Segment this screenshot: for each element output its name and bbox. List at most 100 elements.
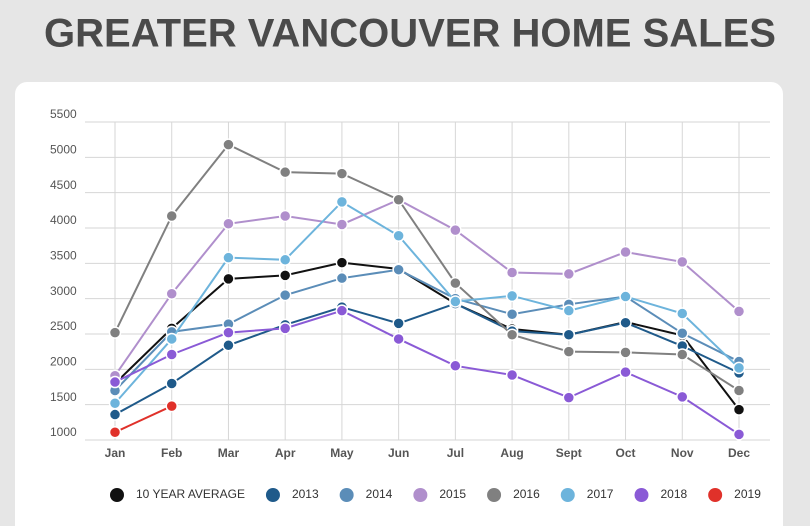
data-point bbox=[165, 348, 178, 361]
data-point bbox=[505, 266, 519, 279]
data-point bbox=[619, 316, 632, 329]
series-line bbox=[114, 261, 740, 411]
data-point bbox=[619, 290, 632, 303]
data-point bbox=[562, 267, 576, 281]
legend-label: 2017 bbox=[587, 487, 614, 501]
data-point bbox=[165, 399, 178, 413]
data-point bbox=[732, 428, 746, 441]
legend-label: 10 YEAR AVERAGE bbox=[136, 487, 245, 501]
data-point bbox=[505, 289, 519, 303]
series-line bbox=[114, 200, 740, 404]
data-point bbox=[108, 375, 122, 389]
data-point bbox=[619, 365, 632, 379]
data-point bbox=[732, 384, 746, 397]
legend-marker bbox=[708, 488, 723, 502]
data-point bbox=[165, 209, 178, 223]
y-tick-label: 4500 bbox=[50, 178, 77, 192]
series-line bbox=[114, 309, 740, 436]
legend-marker bbox=[413, 488, 428, 502]
data-point bbox=[392, 332, 405, 346]
x-tick-label: Nov bbox=[671, 446, 694, 460]
data-point bbox=[505, 307, 519, 321]
y-tick-label: 5500 bbox=[50, 107, 77, 121]
x-tick-label: Apr bbox=[275, 446, 296, 460]
y-tick-label: 5000 bbox=[50, 143, 77, 157]
data-point bbox=[392, 229, 405, 243]
data-point bbox=[335, 218, 349, 231]
data-point bbox=[222, 251, 235, 264]
legend-label: 2018 bbox=[660, 487, 687, 501]
data-point bbox=[335, 256, 349, 269]
data-point bbox=[165, 332, 178, 346]
data-point bbox=[732, 305, 746, 318]
data-point bbox=[676, 255, 689, 269]
y-tick-label: 2000 bbox=[50, 355, 77, 369]
legend-marker bbox=[339, 488, 354, 502]
y-tick-label: 3500 bbox=[50, 249, 77, 263]
x-tick-label: Jan bbox=[105, 446, 126, 460]
y-tick-label: 4000 bbox=[50, 213, 77, 227]
data-point bbox=[676, 307, 689, 320]
data-point bbox=[335, 304, 349, 317]
legend-marker bbox=[265, 488, 280, 502]
x-tick-label: Dec bbox=[728, 446, 750, 460]
x-tick-label: Feb bbox=[161, 446, 182, 460]
data-point bbox=[562, 328, 576, 341]
legend-marker bbox=[634, 488, 649, 502]
series-line bbox=[114, 143, 740, 392]
data-point bbox=[562, 391, 576, 404]
data-point bbox=[278, 269, 292, 282]
x-tick-label: Jun bbox=[388, 446, 409, 460]
data-point bbox=[676, 327, 689, 340]
data-point bbox=[619, 245, 632, 259]
x-tick-label: Jul bbox=[447, 446, 464, 460]
data-point bbox=[676, 390, 689, 404]
chart-title: GREATER VANCOUVER HOME SALES bbox=[44, 12, 776, 56]
series-line bbox=[114, 302, 740, 416]
legend-marker bbox=[110, 488, 124, 502]
data-point bbox=[449, 295, 462, 308]
x-tick-label: May bbox=[330, 446, 354, 460]
data-point bbox=[449, 223, 462, 237]
series-line bbox=[114, 405, 173, 434]
data-point bbox=[108, 326, 122, 339]
data-point bbox=[562, 304, 576, 317]
legend-label: 2014 bbox=[366, 487, 393, 501]
data-point bbox=[278, 288, 292, 302]
data-point bbox=[108, 425, 122, 439]
y-tick-label: 2500 bbox=[50, 319, 77, 333]
legend-label: 2016 bbox=[513, 487, 540, 501]
data-point bbox=[619, 346, 632, 359]
data-point bbox=[278, 322, 292, 335]
data-point bbox=[222, 272, 235, 286]
data-point bbox=[335, 195, 349, 209]
data-point bbox=[222, 339, 235, 352]
data-point bbox=[335, 271, 349, 285]
data-point bbox=[732, 403, 746, 416]
x-tick-label: Aug bbox=[500, 446, 523, 460]
data-point bbox=[222, 326, 235, 339]
data-point bbox=[392, 263, 405, 276]
data-point bbox=[108, 397, 122, 410]
data-point bbox=[505, 328, 519, 341]
legend-label: 2015 bbox=[439, 487, 466, 501]
data-point bbox=[676, 348, 689, 361]
data-point bbox=[449, 359, 462, 373]
data-point bbox=[108, 408, 122, 421]
x-tick-label: Sept bbox=[556, 446, 582, 460]
data-point bbox=[165, 287, 178, 300]
data-point bbox=[392, 193, 405, 206]
data-point bbox=[732, 361, 746, 375]
y-tick-label: 1000 bbox=[50, 425, 77, 439]
data-point bbox=[165, 377, 178, 390]
data-point bbox=[449, 276, 462, 290]
data-point bbox=[278, 253, 292, 267]
data-point bbox=[335, 167, 349, 180]
legend-label: 2013 bbox=[292, 487, 319, 501]
data-point bbox=[505, 368, 519, 382]
x-tick-label: Oct bbox=[616, 446, 636, 460]
data-point bbox=[222, 138, 235, 151]
data-point bbox=[222, 217, 235, 231]
legend-label: 2019 bbox=[734, 487, 761, 501]
